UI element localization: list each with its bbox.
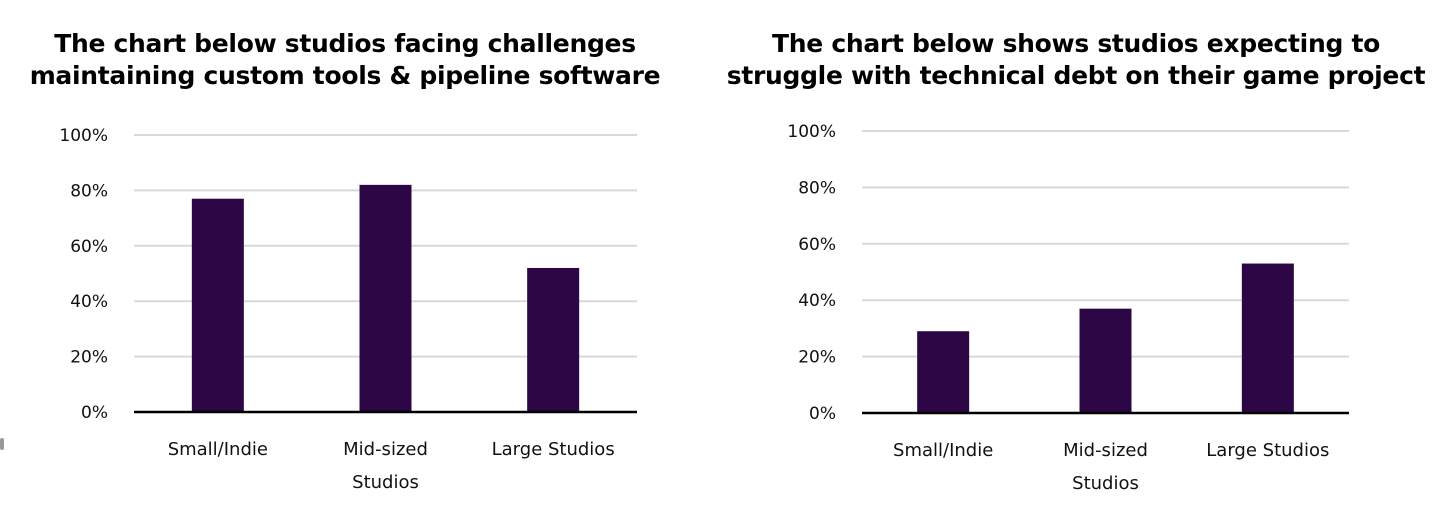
bar [359,184,412,412]
bar-chart-left: 0% 20% 40% 60% 80% 100% Small/Indie Mid-sized St… [59,126,637,493]
y-tick-label: 80% [70,181,108,201]
y-tick-label: 40% [70,292,108,312]
chart-panel-left: The chart below studios facing challenge… [0,0,700,512]
chart-title-line: The chart below studios facing challenge… [54,29,636,58]
x-category-label: Small/Indie [168,439,268,460]
edge-artifact [0,438,4,450]
x-category-label: Studios [352,472,419,493]
y-tick-label: 0% [809,404,836,424]
x-category-label: Large Studios [492,439,615,460]
chart-title-line: The chart below shows studios expecting … [772,29,1380,58]
x-category-label: Large Studios [1206,440,1329,461]
x-category-label: Small/Indie [893,440,993,461]
y-tick-label: 60% [798,235,836,255]
y-tick-label: 20% [798,348,836,368]
x-category-label: Mid-sized [343,439,428,460]
chart-title-line: struggle with technical debt on their ga… [726,61,1426,90]
x-category-label: Mid-sized [1063,440,1148,461]
y-tick-label: 100% [59,126,108,146]
y-tick-label: 0% [81,403,108,423]
y-tick-label: 100% [787,122,836,142]
bar [917,331,970,413]
x-category-label: Studios [1072,473,1139,494]
bar [527,267,580,412]
chart-title-left: The chart below studios facing challenge… [12,28,678,92]
chart-panel-right: The chart below shows studios expecting … [720,0,1456,512]
chart-title-line: maintaining custom tools & pipeline soft… [29,61,661,90]
y-tick-label: 40% [798,291,836,311]
y-tick-label: 80% [798,178,836,198]
bar [1079,308,1132,413]
y-tick-label: 60% [70,237,108,257]
bar [1241,263,1294,413]
chart-title-right: The chart below shows studios expecting … [720,28,1432,92]
bar [191,198,244,412]
y-tick-label: 20% [70,348,108,368]
bar-chart-right: 0% 20% 40% 60% 80% 100% Small/Indie Mid-sized St… [787,122,1349,494]
